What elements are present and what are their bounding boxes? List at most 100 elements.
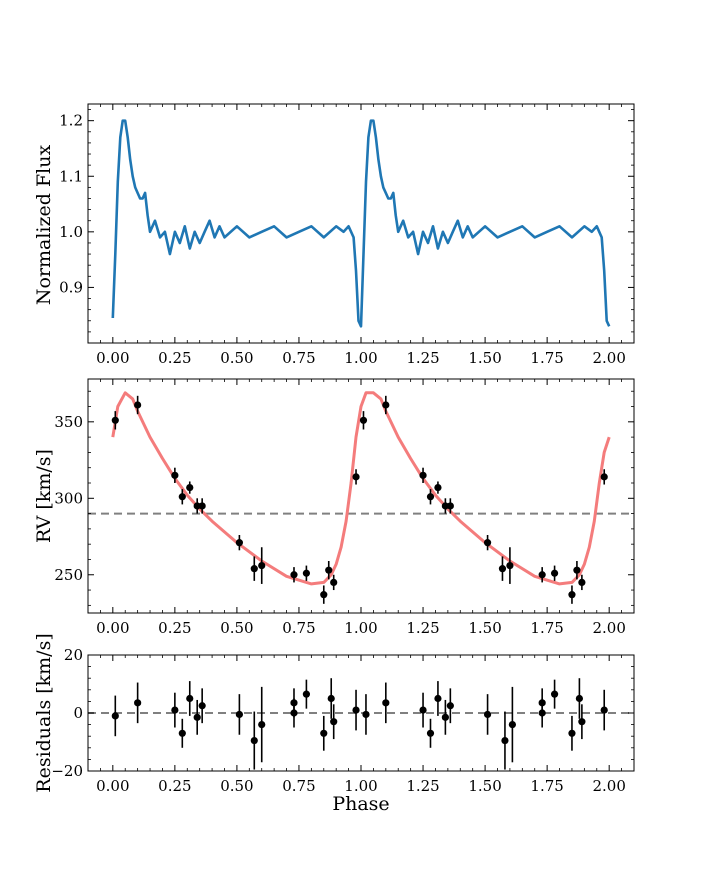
residuals-xtick-label: 0.25 [158,777,191,795]
rv-data-point [538,571,546,579]
rv-data-point [382,401,390,409]
residuals-xtick-label: 1.50 [468,777,501,795]
rv-xtick-label: 0.75 [282,619,315,637]
residuals-ytick-label: 0 [73,704,83,722]
residuals-xlabel: Phase [332,793,389,815]
residuals-axes-frame [87,654,635,772]
rv-model-curve [111,391,611,586]
flux-axes-frame [87,103,635,344]
residuals-data-point [600,706,608,714]
rv-data-point [446,502,454,510]
residuals-data-point [134,699,142,707]
rv-data-point [573,566,581,574]
rv-data-point [320,591,328,599]
residuals-xtick-label: 0.75 [282,777,315,795]
flux-ytick-label: 1.2 [59,112,83,130]
residuals-data-point [320,729,328,737]
residuals-ticks: 0.00 0.25 0.50 0.75 1.00 1.25 1.50 1.75 2.00 −20 0… [51,646,635,795]
rv-ytick-label: 250 [54,566,83,584]
flux-xtick-label: 0.50 [220,349,253,367]
rv-ytick-label: 350 [54,413,83,431]
residuals-data-point [111,712,119,720]
rv-data-point [178,493,186,501]
rv-data-point [483,539,492,547]
residuals-xtick-label: 1.00 [344,777,377,795]
residuals-ytick-label: 20 [64,646,83,664]
rv-data-point [302,569,310,577]
flux-xtick-label: 1.50 [468,349,501,367]
rv-xtick-label: 0.00 [96,619,129,637]
flux-xtick-label: 2.00 [592,349,625,367]
rv-data-point [578,578,586,587]
residuals-data-point [501,736,509,745]
rv-data-point [198,502,206,510]
rv-data-point [330,578,338,587]
residuals-data-point [441,713,449,721]
rv-data-point [352,473,360,481]
residuals-data-point [426,729,435,737]
rv-data-point [171,471,179,479]
rv-xtick-label: 0.50 [220,619,253,637]
residuals-data-point [235,710,243,719]
flux-xtick-label: 1.25 [406,349,439,367]
residuals-data-point [575,694,584,703]
rv-data-point [186,483,194,492]
residuals-data-point [352,706,360,714]
residuals-data-point [171,706,179,714]
flux-ytick-label: 1.1 [59,167,83,185]
residuals-marks [88,678,634,770]
rv-ytick-label: 300 [54,489,83,507]
residuals-data-point [193,713,201,721]
rv-axes-frame [87,378,635,614]
rv-data-point [325,566,333,574]
flux-xtick-label: 0.00 [96,349,129,367]
residuals-data-point [178,729,186,737]
residuals-data-point [434,694,442,703]
rv-xtick-label: 2.00 [592,619,625,637]
residuals-panel: 0.00 0.25 0.50 0.75 1.00 1.25 1.50 1.75 2.00 −20 0… [33,633,635,815]
rv-xtick-label: 1.25 [406,619,439,637]
residuals-data-point [508,721,516,729]
residuals-data-point [568,729,576,737]
flux-panel: 0.00 0.25 0.50 0.75 1.00 1.25 1.50 1.75 2.00 0.9 1… [33,103,635,367]
residuals-xtick-label: 1.25 [406,777,439,795]
residuals-data-point [198,702,206,710]
residuals-xtick-label: 0.50 [220,777,253,795]
residuals-data-point [327,694,335,703]
residuals-data-point [186,694,194,703]
residuals-data-point [258,721,266,729]
residuals-data-point [290,709,298,717]
residuals-data-point [483,710,492,719]
rv-data-point [506,561,514,570]
rv-data-point [568,591,576,599]
rv-ylabel: RV [km/s] [33,449,55,543]
residuals-ylabel: Residuals [km/s] [33,633,55,792]
residuals-data-point [250,736,258,745]
residuals-xtick-label: 2.00 [592,777,625,795]
rv-data-point [290,571,298,579]
rv-xtick-label: 1.50 [468,619,501,637]
residuals-data-point [362,710,370,719]
rv-data-point [250,565,258,573]
rv-panel: 0.00 0.25 0.50 0.75 1.00 1.25 1.50 1.75 2.00 250 3… [33,378,635,637]
rv-data-point [426,493,435,501]
residuals-data-point [330,718,338,726]
rv-data-point [235,539,243,547]
flux-line [111,119,611,328]
rv-data-point [419,471,427,479]
residuals-data-point [419,706,427,714]
rv-data-point [434,483,442,492]
rv-xtick-label: 1.75 [530,619,563,637]
rv-data-point [134,401,142,409]
rv-data-point [550,569,559,577]
rv-data-point [111,416,119,424]
flux-xtick-label: 0.25 [158,349,191,367]
flux-marks [111,119,611,328]
flux-xtick-label: 0.75 [282,349,315,367]
residuals-ytick-label: −20 [51,762,83,780]
rv-xtick-label: 0.25 [158,619,191,637]
residuals-data-point [446,702,454,710]
residuals-data-point [382,699,390,707]
